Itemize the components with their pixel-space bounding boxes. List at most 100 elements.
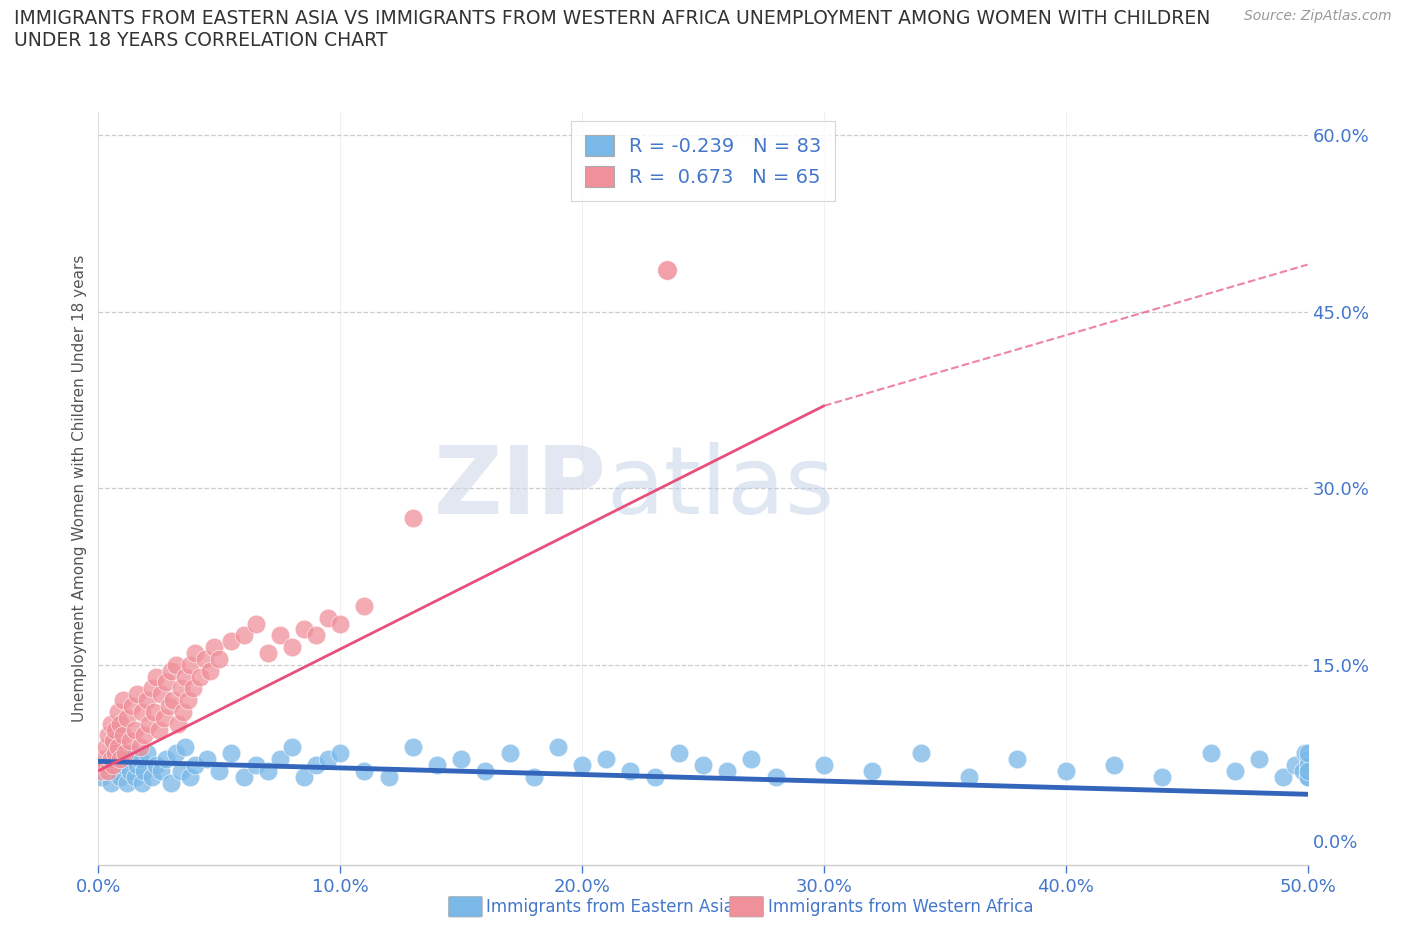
Point — [1102, 757, 1125, 772]
Point — [316, 751, 339, 766]
Point — [716, 764, 738, 778]
Point — [426, 757, 449, 772]
Point — [256, 764, 278, 778]
Point — [1223, 764, 1246, 778]
Point — [160, 775, 183, 790]
Point — [765, 769, 787, 784]
Point — [135, 746, 157, 761]
Point — [177, 693, 200, 708]
Point — [118, 764, 141, 778]
Point — [316, 610, 339, 625]
Point — [127, 757, 149, 772]
Text: Immigrants from Western Africa: Immigrants from Western Africa — [768, 897, 1033, 916]
Point — [111, 693, 134, 708]
Point — [292, 769, 315, 784]
Point — [150, 764, 173, 778]
Point — [169, 681, 191, 696]
Point — [1296, 764, 1319, 778]
Point — [329, 617, 352, 631]
Text: Source: ZipAtlas.com: Source: ZipAtlas.com — [1244, 9, 1392, 23]
Point — [523, 769, 546, 784]
Point — [402, 739, 425, 754]
Point — [547, 739, 569, 754]
Point — [305, 757, 328, 772]
Point — [281, 739, 304, 754]
Point — [114, 751, 136, 766]
Point — [145, 757, 167, 772]
Point — [1284, 757, 1306, 772]
Point — [90, 764, 112, 778]
Point — [91, 751, 114, 766]
Point — [152, 711, 174, 725]
Point — [155, 751, 177, 766]
Point — [208, 764, 231, 778]
Point — [167, 716, 190, 731]
Point — [121, 698, 143, 713]
Point — [329, 746, 352, 761]
Point — [157, 698, 180, 713]
Point — [1007, 751, 1029, 766]
Point — [305, 628, 328, 643]
Point — [1199, 746, 1222, 761]
Point — [165, 746, 187, 761]
Point — [114, 746, 136, 761]
Point — [172, 704, 194, 719]
Text: ZIP: ZIP — [433, 443, 606, 534]
Point — [138, 716, 160, 731]
Text: IMMIGRANTS FROM EASTERN ASIA VS IMMIGRANTS FROM WESTERN AFRICA UNEMPLOYMENT AMON: IMMIGRANTS FROM EASTERN ASIA VS IMMIGRAN… — [14, 9, 1211, 50]
Point — [221, 746, 243, 761]
Point — [595, 751, 617, 766]
Point — [97, 728, 120, 743]
Point — [1296, 764, 1319, 778]
Point — [94, 764, 117, 778]
Point — [813, 757, 835, 772]
Point — [195, 751, 218, 766]
Point — [184, 645, 207, 660]
Point — [160, 663, 183, 678]
Point — [94, 739, 117, 754]
Text: Immigrants from Eastern Asia: Immigrants from Eastern Asia — [486, 897, 734, 916]
Point — [1296, 751, 1319, 766]
Point — [245, 757, 267, 772]
Point — [692, 757, 714, 772]
Point — [179, 769, 201, 784]
Point — [107, 739, 129, 754]
Point — [100, 775, 122, 790]
Point — [1296, 757, 1319, 772]
Point — [101, 746, 124, 761]
Point — [145, 670, 167, 684]
Legend: R = -0.239   N = 83, R =  0.673   N = 65: R = -0.239 N = 83, R = 0.673 N = 65 — [571, 121, 835, 201]
Point — [1296, 757, 1319, 772]
Point — [107, 739, 129, 754]
Point — [124, 769, 146, 784]
Point — [165, 658, 187, 672]
Point — [124, 722, 146, 737]
Point — [1054, 764, 1077, 778]
Point — [148, 722, 170, 737]
Point — [450, 751, 472, 766]
Point — [117, 711, 139, 725]
Point — [245, 617, 267, 631]
Point — [94, 757, 117, 772]
Point — [474, 764, 496, 778]
Point — [1296, 746, 1319, 761]
Point — [100, 751, 122, 766]
Point — [644, 769, 666, 784]
Point — [377, 769, 399, 784]
Point — [174, 670, 197, 684]
Point — [101, 734, 124, 749]
Y-axis label: Unemployment Among Women with Children Under 18 years: Unemployment Among Women with Children U… — [72, 255, 87, 722]
Point — [194, 652, 217, 667]
Point — [150, 686, 173, 701]
Point — [108, 769, 131, 784]
Point — [131, 775, 153, 790]
Point — [143, 704, 166, 719]
Point — [353, 599, 375, 614]
Point — [90, 769, 112, 784]
Point — [184, 757, 207, 772]
Point — [111, 728, 134, 743]
Point — [169, 764, 191, 778]
Point — [910, 746, 932, 761]
Point — [128, 739, 150, 754]
Point — [232, 769, 254, 784]
